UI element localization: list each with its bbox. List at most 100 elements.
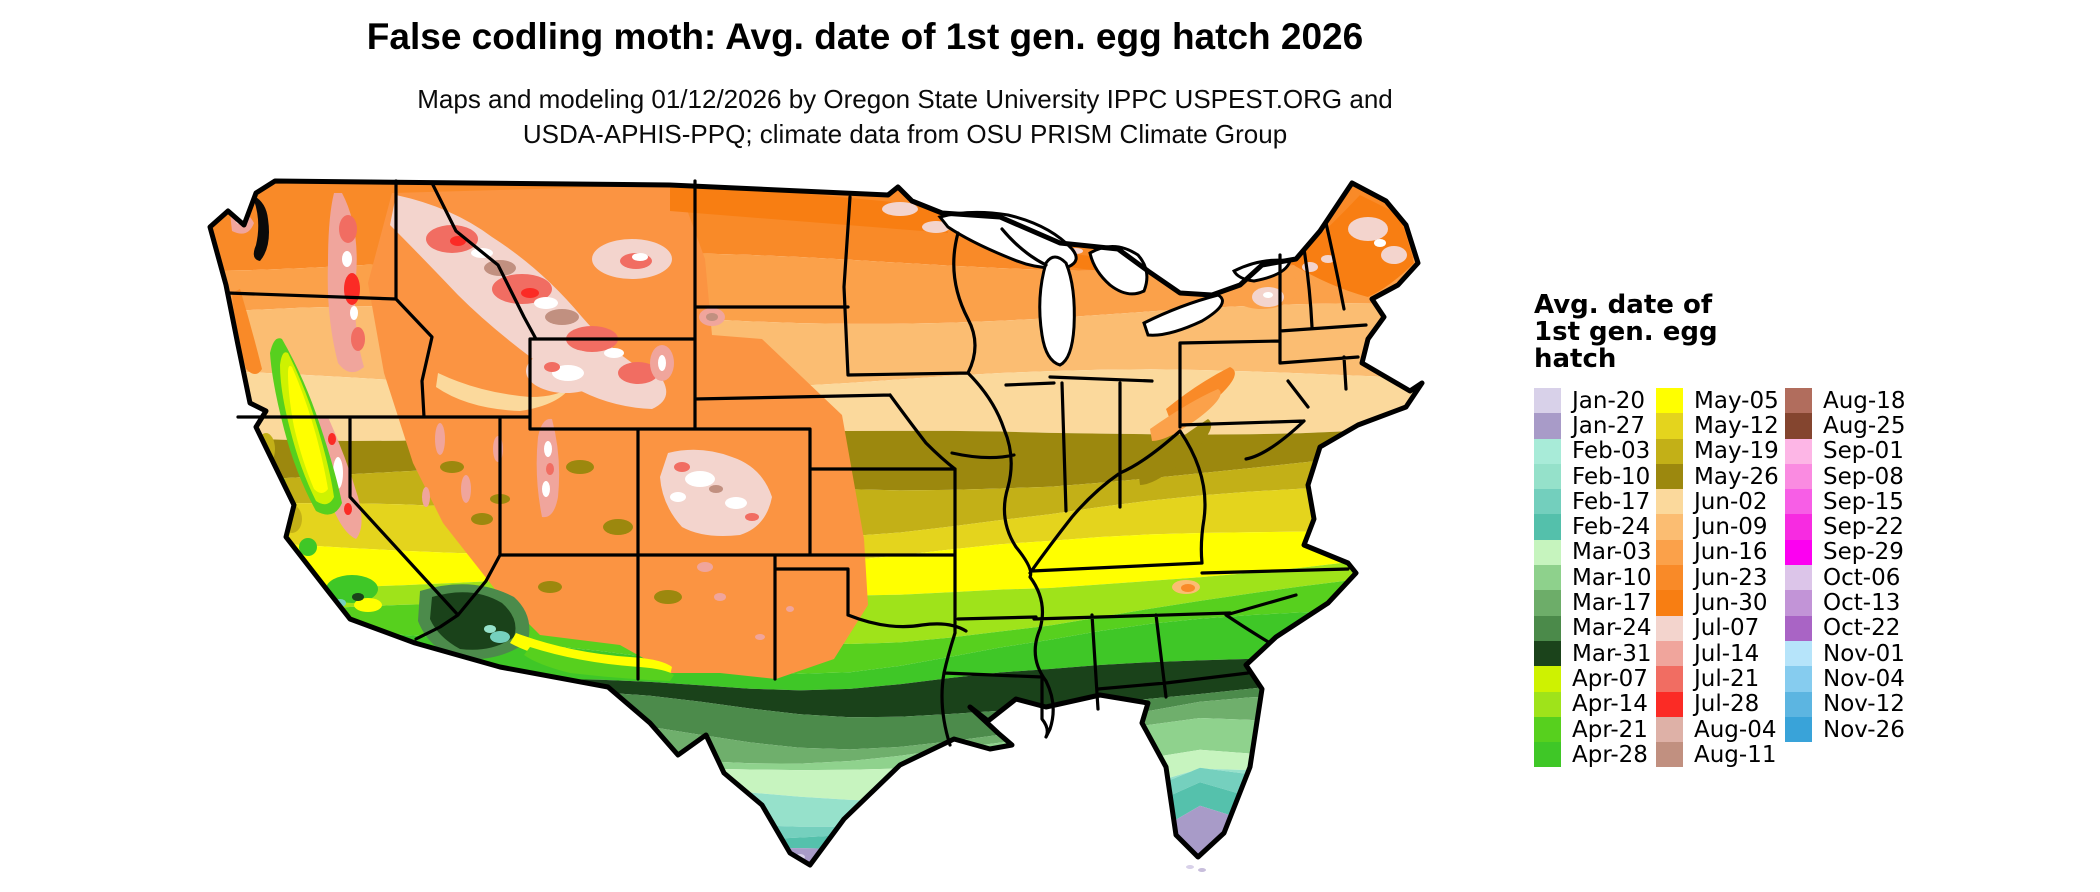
legend-row: Oct-13 xyxy=(1785,590,1905,616)
legend-swatch xyxy=(1534,590,1561,616)
legend-swatch xyxy=(1785,438,1812,464)
legend-row: Oct-06 xyxy=(1785,565,1905,591)
legend-row: Feb-17 xyxy=(1534,488,1652,515)
legend-row: Mar-31 xyxy=(1534,640,1652,667)
legend-label: Feb-03 xyxy=(1572,438,1651,465)
legend-swatch xyxy=(1656,438,1683,464)
legend-row: Sep-29 xyxy=(1785,539,1905,566)
legend-row: Aug-18 xyxy=(1785,388,1905,414)
legend-label: Sep-22 xyxy=(1823,514,1904,541)
legend-swatch xyxy=(1656,691,1683,717)
legend-row: Nov-26 xyxy=(1785,716,1905,743)
legend-swatch xyxy=(1534,666,1561,692)
legend-row: Mar-17 xyxy=(1534,590,1652,616)
legend-row: May-05 xyxy=(1656,387,1779,414)
legend-label: Mar-03 xyxy=(1572,539,1652,566)
legend-swatch xyxy=(1656,666,1683,692)
legend-label: Jan-20 xyxy=(1572,387,1646,414)
legend-row: Jun-02 xyxy=(1656,488,1779,515)
legend-row: Feb-03 xyxy=(1534,438,1652,465)
legend-row: Mar-10 xyxy=(1534,564,1652,591)
legend-label: Sep-15 xyxy=(1823,488,1904,515)
legend-title-line-2: 1st gen. egg xyxy=(1534,317,1718,347)
legend-label: Jul-14 xyxy=(1694,640,1760,667)
legend-label: Mar-10 xyxy=(1572,564,1652,591)
legend-label: Feb-10 xyxy=(1572,463,1651,490)
legend-label: Aug-25 xyxy=(1823,412,1906,439)
legend-label: Apr-07 xyxy=(1572,665,1648,692)
legend-swatch xyxy=(1656,388,1683,414)
legend-row: Jul-07 xyxy=(1656,615,1779,642)
legend-swatch xyxy=(1534,742,1561,768)
legend-label: Aug-11 xyxy=(1694,741,1777,768)
legend-column-3: Aug-18 Aug-25 Sep-01 Sep-08 Sep-15 Sep-22 Sep-… xyxy=(1785,388,1906,743)
map-legend: Avg. date of 1st gen. egg hatch Jan-20 Ja… xyxy=(1534,292,2094,768)
legend-row: Oct-22 xyxy=(1785,615,1905,641)
legend-swatch xyxy=(1534,438,1561,464)
legend-title-line-1: Avg. date of xyxy=(1534,290,1713,320)
legend-row: Feb-10 xyxy=(1534,463,1652,490)
legend-swatch xyxy=(1785,514,1812,540)
us-choropleth-map xyxy=(200,167,1490,872)
legend-swatch xyxy=(1785,388,1812,414)
legend-row: Jun-16 xyxy=(1656,539,1779,565)
legend-swatch xyxy=(1534,413,1561,439)
legend-swatch xyxy=(1534,514,1561,540)
legend-swatch xyxy=(1785,691,1812,717)
legend-row: Jan-20 xyxy=(1534,387,1652,414)
legend-label: Jun-30 xyxy=(1694,590,1768,617)
legend-label: Apr-21 xyxy=(1572,716,1648,743)
legend-label: Feb-17 xyxy=(1572,488,1651,515)
legend-row: Jan-27 xyxy=(1534,413,1652,439)
legend-swatch xyxy=(1534,615,1561,641)
legend-row: Apr-21 xyxy=(1534,716,1652,743)
legend-row: Feb-24 xyxy=(1534,514,1652,540)
page-title: False codling moth: Avg. date of 1st gen… xyxy=(366,16,1364,57)
legend-swatch xyxy=(1656,640,1683,667)
legend-swatch xyxy=(1534,691,1561,717)
legend-row: Jul-14 xyxy=(1656,640,1779,667)
legend-swatch xyxy=(1656,716,1683,743)
legend-row: Apr-28 xyxy=(1534,741,1652,768)
legend-row: Nov-12 xyxy=(1785,691,1905,717)
legend-swatch xyxy=(1785,539,1812,566)
legend-row: May-26 xyxy=(1656,463,1779,490)
legend-row: Nov-04 xyxy=(1785,666,1905,692)
legend-label: Apr-28 xyxy=(1572,741,1648,768)
legend-swatch xyxy=(1534,539,1561,566)
legend-title: Avg. date of 1st gen. egg hatch xyxy=(1534,292,2094,373)
legend-title-line-3: hatch xyxy=(1534,344,1617,374)
legend-label: Nov-26 xyxy=(1823,716,1905,743)
legend-row: Mar-03 xyxy=(1534,539,1652,566)
legend-swatch xyxy=(1785,413,1812,439)
legend-row: Aug-04 xyxy=(1656,716,1779,743)
legend-label: Jun-02 xyxy=(1694,488,1768,515)
legend-row: Apr-07 xyxy=(1534,665,1652,692)
subtitle-line-1: Maps and modeling 01/12/2026 by Oregon S… xyxy=(417,84,1393,114)
legend-label: Nov-01 xyxy=(1823,640,1905,667)
legend-row: Aug-25 xyxy=(1785,412,1906,439)
florida-keys xyxy=(1186,865,1206,872)
legend-label: Sep-29 xyxy=(1823,539,1904,566)
legend-column-2: May-05 May-12 May-19 May-26 Jun-02 Jun-09 Jun-… xyxy=(1656,387,1779,768)
legend-row: Jul-21 xyxy=(1656,666,1779,692)
legend-label: May-05 xyxy=(1694,387,1779,414)
legend-label: Mar-31 xyxy=(1572,640,1652,667)
legend-label: May-26 xyxy=(1694,463,1779,490)
legend-row: Nov-01 xyxy=(1785,640,1905,667)
legend-swatch xyxy=(1785,565,1812,591)
legend-label: Jun-09 xyxy=(1694,514,1768,541)
legend-column-1: Jan-20 Jan-27 Feb-03 Feb-10 Feb-17 Feb-24 Mar-… xyxy=(1534,387,1652,768)
legend-row: May-19 xyxy=(1656,438,1779,464)
legend-label: Aug-04 xyxy=(1694,716,1777,743)
legend-row: Sep-22 xyxy=(1785,514,1905,541)
legend-swatch xyxy=(1656,514,1683,540)
legend-label: Apr-14 xyxy=(1572,691,1648,718)
legend-row: Jun-09 xyxy=(1656,514,1779,541)
legend-entries: Jan-20 Jan-27 Feb-03 Feb-10 Feb-17 Feb-24 Mar-… xyxy=(1534,388,2094,788)
legend-label: Jul-07 xyxy=(1694,615,1760,642)
figure-subtitle: Maps and modeling 01/12/2026 by Oregon S… xyxy=(255,82,1555,152)
legend-swatch xyxy=(1785,489,1812,515)
legend-swatch xyxy=(1785,590,1812,616)
